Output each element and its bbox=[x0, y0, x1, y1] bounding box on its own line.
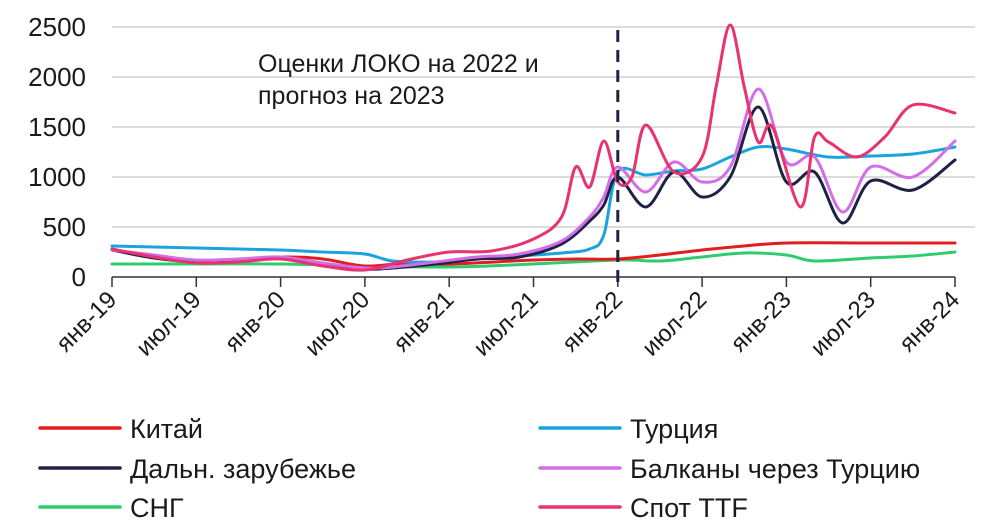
legend-label-2: Дальн. зарубежье bbox=[130, 454, 356, 484]
x-tick-label: янв-21 bbox=[388, 286, 459, 357]
annotation-line-2: прогноз на 2023 bbox=[258, 82, 445, 110]
x-tick-label: янв-23 bbox=[725, 286, 796, 357]
x-tick-label: июл-19 bbox=[131, 286, 206, 361]
annotation-line-1: Оценки ЛОКО на 2022 и bbox=[258, 50, 539, 78]
y-tick-label: 2000 bbox=[28, 62, 86, 92]
y-tick-label: 0 bbox=[72, 262, 86, 292]
x-tick-label: янв-22 bbox=[557, 286, 628, 357]
series-line-5 bbox=[110, 23, 957, 272]
y-tick-label: 2500 bbox=[28, 12, 86, 42]
y-tick-label: 500 bbox=[43, 212, 86, 242]
series-lines bbox=[110, 23, 957, 272]
legend-label-1: Турция bbox=[630, 414, 718, 444]
legend: Китай Турция Дальн. зарубежье Балканы через… bbox=[38, 414, 920, 523]
series-line-1 bbox=[110, 145, 957, 264]
x-tick-label: июл-21 bbox=[468, 286, 543, 361]
x-tick-label: янв-20 bbox=[220, 286, 291, 357]
legend-label-0: Китай bbox=[130, 414, 203, 444]
x-tick-label: янв-24 bbox=[894, 286, 965, 357]
y-tick-label: 1500 bbox=[28, 112, 86, 142]
x-tick-label: июл-23 bbox=[806, 286, 881, 361]
series-line-3 bbox=[110, 87, 957, 270]
legend-label-5: Спот TTF bbox=[630, 493, 748, 523]
x-axis-ticks: янв-19 июл-19 янв-20 июл-20 янв-21 июл-21 янв-… bbox=[51, 276, 965, 362]
series-line-4 bbox=[110, 250, 957, 269]
x-tick-label: июл-22 bbox=[637, 286, 712, 361]
legend-label-4: СНГ bbox=[130, 493, 184, 523]
y-tick-label: 1000 bbox=[28, 162, 86, 192]
legend-label-3: Балканы через Турцию bbox=[630, 454, 920, 484]
y-axis-ticks: 0 500 1000 1500 2000 2500 bbox=[28, 12, 86, 292]
x-tick-label: июл-20 bbox=[300, 286, 375, 361]
gridlines bbox=[112, 26, 975, 228]
x-tick-label: янв-19 bbox=[51, 286, 122, 357]
